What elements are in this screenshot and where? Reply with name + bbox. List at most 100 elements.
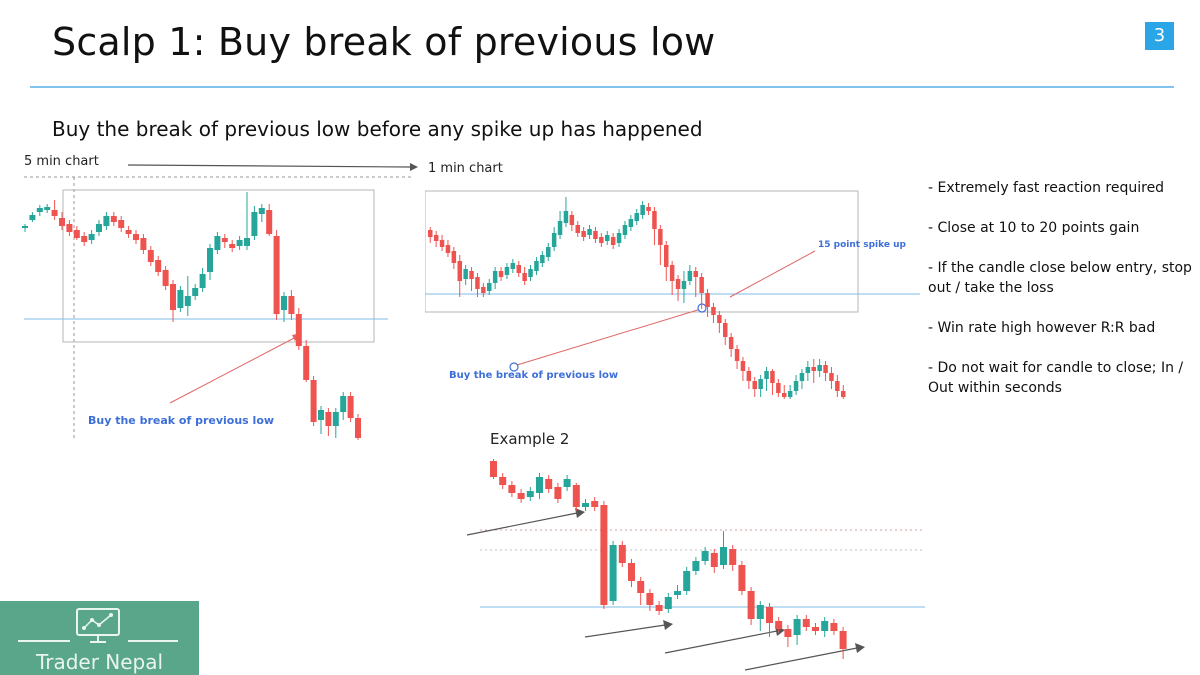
candle-body: [747, 591, 755, 619]
candle-body: [510, 263, 516, 269]
candle-body: [839, 631, 847, 649]
candle-body: [787, 391, 793, 397]
candle-body: [59, 218, 65, 226]
candle-body: [310, 380, 317, 422]
candle-body: [582, 503, 589, 507]
five-min-label: 5 min chart: [24, 154, 99, 169]
candle-body: [675, 279, 681, 289]
candle-body: [487, 283, 492, 291]
candle-body: [545, 479, 553, 489]
candle-body: [318, 410, 324, 420]
candle-body: [776, 383, 781, 393]
candle-body: [775, 621, 783, 629]
candle-body: [764, 371, 769, 379]
candle-body: [784, 629, 792, 637]
candle-body: [110, 216, 117, 222]
candle-body: [587, 229, 592, 235]
logo-text: Trader Nepal: [35, 650, 164, 674]
candle-body: [490, 461, 497, 477]
candle-body: [802, 619, 810, 627]
candle-body: [593, 231, 598, 239]
candle-body: [618, 545, 626, 563]
candle-body: [499, 477, 507, 485]
candle-body: [664, 597, 672, 609]
candle-body: [303, 346, 310, 380]
candle-body: [481, 287, 486, 293]
trader-nepal-logo: Trader Nepal: [0, 601, 199, 675]
candle-body: [600, 505, 608, 605]
page-number-badge: 3: [1145, 22, 1174, 50]
candle-body: [569, 215, 575, 225]
candle-body: [634, 213, 639, 221]
candle-body: [140, 238, 147, 250]
candle-body: [752, 381, 757, 389]
candle-body: [841, 391, 846, 397]
candle-body: [207, 248, 213, 272]
candle-body: [756, 605, 764, 619]
candle-body: [782, 393, 787, 397]
candle-body: [817, 365, 822, 371]
candle-body: [81, 236, 88, 242]
bullet-item: - Win rate high however R:R bad: [928, 320, 1156, 336]
candle-body: [658, 229, 663, 245]
candle-body: [811, 367, 816, 371]
candle-body: [829, 373, 834, 381]
candle-body: [609, 545, 617, 601]
candle-body: [451, 251, 457, 263]
candle-body: [118, 220, 125, 228]
candle-body: [646, 207, 651, 211]
candle-body: [734, 349, 740, 361]
candle-body: [738, 565, 746, 591]
monitor-chart-icon: [18, 608, 178, 643]
candle-body: [581, 231, 586, 237]
candle-body: [799, 373, 805, 381]
candle-body: [681, 281, 687, 289]
candle-body: [66, 224, 73, 232]
candle-body: [554, 487, 562, 499]
candle-body: [610, 237, 616, 245]
bullet-item: - Extremely fast reaction required: [928, 180, 1165, 196]
candle-body: [340, 396, 347, 412]
bullet-list: - Extremely fast reaction required - Clo…: [928, 178, 1196, 418]
candle-body: [605, 235, 610, 241]
candle-body: [347, 396, 354, 418]
candle-body: [51, 210, 58, 216]
title-divider: [30, 86, 1174, 88]
candle-body: [44, 207, 51, 210]
candle-body: [640, 205, 645, 215]
candle-body: [433, 235, 439, 241]
candle-body: [147, 250, 154, 262]
candle-body: [563, 479, 571, 487]
candle-body: [355, 418, 361, 438]
candle-body: [88, 234, 95, 240]
candle-body: [508, 485, 516, 493]
candle-body: [177, 290, 184, 308]
candle-body: [258, 208, 265, 214]
candle-body: [637, 581, 645, 593]
candle-body: [221, 238, 228, 242]
candle-body: [273, 236, 280, 314]
candle-body: [162, 270, 169, 286]
candle-body: [475, 277, 480, 289]
candle-body: [591, 501, 599, 507]
candle-body: [805, 367, 811, 373]
candle-body: [266, 210, 273, 234]
candle-body: [766, 607, 773, 623]
candle-body: [439, 240, 445, 247]
candle-body: [546, 247, 551, 257]
candle-body: [812, 627, 819, 631]
candle-body: [133, 234, 139, 240]
five-min-chart: [22, 163, 418, 440]
candle-body: [469, 271, 474, 279]
candle-body: [572, 485, 580, 507]
candle-body: [229, 244, 236, 248]
candle-body: [575, 225, 580, 233]
example2-chart: [466, 459, 925, 671]
bullet-item: - Close at 10 to 20 points gain: [928, 220, 1140, 236]
candle-body: [192, 288, 199, 296]
candle-body: [428, 230, 433, 237]
candle-body: [463, 269, 468, 279]
candle-body: [674, 591, 681, 595]
candle-body: [517, 493, 525, 499]
candle-body: [599, 237, 604, 243]
